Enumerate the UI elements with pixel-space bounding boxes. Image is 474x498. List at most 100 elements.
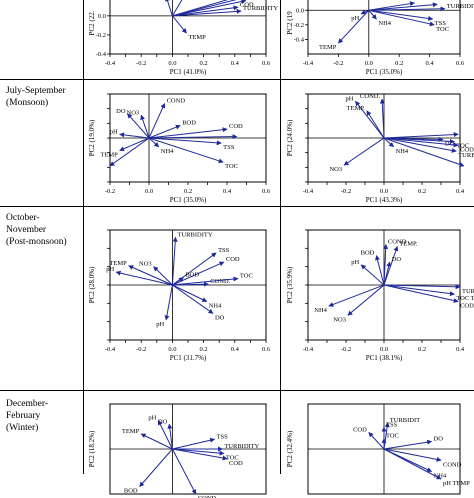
vector-label: TOC bbox=[226, 455, 239, 462]
loading-vector bbox=[172, 8, 242, 17]
vector-label: COND bbox=[388, 239, 407, 246]
vector-label: TURBIDITY bbox=[447, 3, 474, 10]
loading-vector bbox=[343, 137, 385, 166]
loading-vector bbox=[148, 134, 238, 140]
y-axis-label: PC2 (22. bbox=[88, 10, 96, 35]
vector-label: DO bbox=[215, 314, 225, 321]
vector-label: TURBIDITY bbox=[178, 231, 213, 238]
y-axis-label: PC2 (19 bbox=[286, 11, 294, 35]
x-tick-label: -0.4 bbox=[303, 346, 314, 353]
x-tick-label: 0.0 bbox=[168, 60, 176, 67]
x-axis-label: PC1 (35.0%) bbox=[170, 196, 207, 204]
x-tick-label: 0.2 bbox=[200, 346, 208, 353]
loading-vector bbox=[172, 5, 239, 17]
pca-biplot-panel: -0.4-0.20.00.20.40.6-0.4-0.20.00.2PC1 (4… bbox=[88, 0, 278, 76]
x-tick-label: 0.0 bbox=[168, 346, 176, 353]
y-axis-label: PC2 (19.0%) bbox=[88, 119, 96, 156]
loading-vector bbox=[368, 1, 416, 11]
y-tick-label: 0.0 bbox=[296, 7, 304, 14]
loading-vector bbox=[383, 284, 455, 297]
loading-vector bbox=[383, 137, 394, 148]
x-tick-label: -0.2 bbox=[341, 188, 351, 195]
x-axis-label: PC1 (38.1%) bbox=[366, 354, 403, 362]
season-label-line: October- bbox=[6, 213, 40, 223]
season-label-line: (Post-monsoon) bbox=[6, 237, 67, 247]
vector-label: TOC TSS bbox=[456, 295, 474, 302]
y-tick-label: -0.2 bbox=[294, 22, 304, 29]
loading-vector bbox=[153, 266, 173, 286]
x-tick-label: 0.2 bbox=[418, 188, 426, 195]
x-tick-label: 0.6 bbox=[262, 60, 271, 67]
loading-vector bbox=[383, 137, 459, 148]
x-axis-label: PC1 (41.0%) bbox=[170, 68, 207, 76]
vector-label: BOD bbox=[185, 272, 199, 279]
loading-vector bbox=[172, 0, 247, 17]
pca-biplot-panel: -0.4 -0.2 0.0 0.2 0.4 PC1 (38.1%) PC2 (35.9%) C… bbox=[286, 229, 474, 362]
loading-vector bbox=[379, 98, 385, 139]
vector-label: COD bbox=[240, 1, 254, 8]
pca-biplot-panel: -0.4 -0.2 0.0 0.2 0.4 0.6 PC1 (31.7%) PC2 (28.0… bbox=[88, 229, 271, 362]
loading-vector bbox=[368, 9, 377, 20]
loading-vector bbox=[383, 137, 457, 153]
vector-label: NO3 bbox=[139, 261, 152, 268]
loading-vector bbox=[148, 137, 224, 164]
vector-label: DO bbox=[434, 436, 444, 443]
vector-label: DO bbox=[392, 256, 402, 263]
vector-label: TOC bbox=[248, 0, 261, 2]
loading-vector bbox=[148, 127, 228, 139]
vector-label: NH4 bbox=[209, 303, 222, 310]
y-axis-label: PC2 (35.9%) bbox=[286, 266, 294, 303]
x-tick-label: -0.2 bbox=[136, 60, 146, 67]
loading-vector bbox=[171, 448, 197, 495]
vector-label: TURBIDITY bbox=[462, 288, 474, 295]
x-tick-label: 0.0 bbox=[380, 188, 388, 195]
vector-label: DO bbox=[116, 108, 126, 115]
vector-label: TSS bbox=[223, 144, 235, 151]
loading-vector bbox=[140, 433, 173, 450]
season-label-line: November bbox=[6, 225, 47, 235]
vector-label: NH4 bbox=[161, 148, 174, 155]
loading-vector bbox=[383, 284, 459, 303]
table-grid bbox=[0, 0, 474, 474]
vector-label: COND bbox=[443, 461, 462, 468]
vector-label: BOD bbox=[124, 488, 138, 495]
vector-label: TOC bbox=[436, 26, 449, 33]
y-axis-label: PC2 (28.0%) bbox=[88, 266, 96, 303]
vector-label: BOD bbox=[361, 250, 375, 257]
season-label: December- February (Winter) bbox=[6, 398, 84, 434]
vector-label: TEMP bbox=[122, 428, 140, 435]
x-tick-label: -0.2 bbox=[341, 346, 351, 353]
x-axis-label: PC1 (35.0%) bbox=[366, 68, 403, 76]
loading-vector bbox=[171, 236, 178, 286]
vector-label: NO3 bbox=[333, 316, 346, 323]
loading-vector bbox=[383, 439, 433, 450]
loading-vector bbox=[368, 432, 385, 450]
x-tick-label: 0.6 bbox=[262, 346, 271, 353]
loading-vector bbox=[172, 276, 239, 286]
x-tick-label: 0.4 bbox=[231, 60, 240, 67]
loading-vector bbox=[172, 0, 248, 17]
loading-vector bbox=[148, 102, 166, 139]
loading-vector bbox=[360, 9, 370, 15]
season-label-line: (Monsoon) bbox=[6, 98, 49, 108]
x-tick-label: -0.4 bbox=[105, 60, 116, 67]
x-tick-label: 0.4 bbox=[456, 346, 465, 353]
loading-vector bbox=[127, 113, 150, 139]
x-tick-label: 0.2 bbox=[200, 60, 208, 67]
vector-label: TURBIDITY bbox=[243, 5, 278, 12]
x-tick-label: 0.4 bbox=[426, 60, 435, 67]
loading-vector bbox=[383, 422, 390, 450]
x-tick-label: -0.4 bbox=[303, 60, 314, 67]
season-label-line: February bbox=[6, 411, 41, 421]
vector-label: TURBIDITY bbox=[224, 443, 259, 450]
vector-label: BOD bbox=[182, 120, 196, 127]
loading-vector bbox=[119, 137, 150, 152]
loading-vector bbox=[128, 265, 173, 286]
loading-vector bbox=[355, 100, 385, 139]
loading-vector bbox=[172, 448, 225, 456]
loading-vector bbox=[119, 132, 150, 139]
vector-label: COND bbox=[167, 98, 186, 105]
vector-label: TURBIDIT bbox=[390, 417, 420, 424]
vector-label: TOC bbox=[240, 273, 253, 280]
